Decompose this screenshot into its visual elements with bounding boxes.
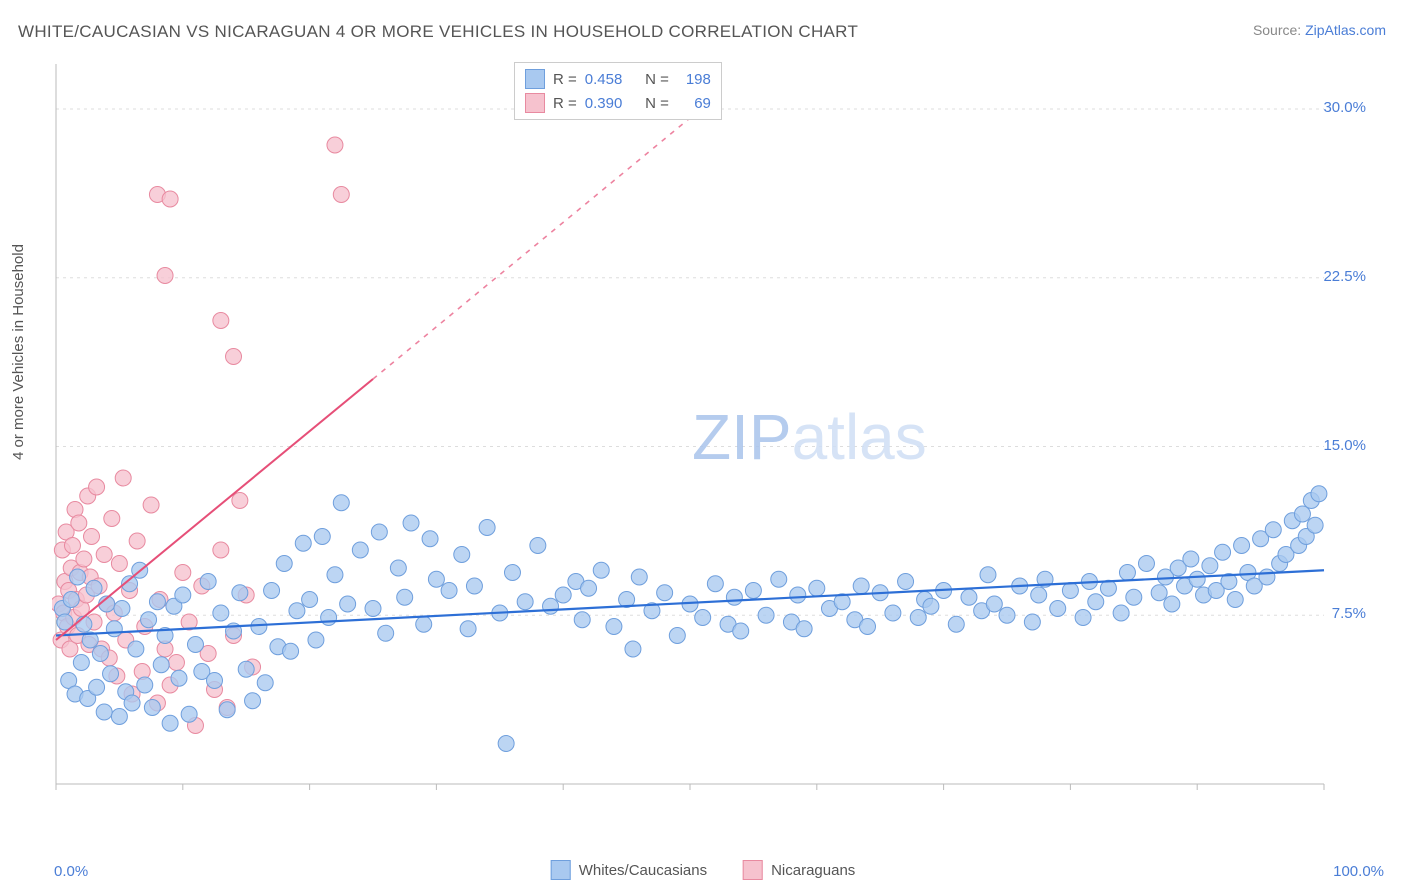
x-axis-max-label: 100.0% [1333, 863, 1384, 880]
stats-row: R = 0.390 N = 69 [525, 91, 711, 115]
source-link[interactable]: ZipAtlas.com [1305, 22, 1386, 38]
stat-n-value: 69 [677, 95, 711, 112]
y-tick-label: 22.5% [1323, 268, 1366, 285]
x-axis-min-label: 0.0% [54, 863, 88, 880]
stat-n-label: N = [637, 95, 669, 112]
y-tick-label: 30.0% [1323, 99, 1366, 116]
legend-item: Whites/Caucasians [551, 860, 707, 880]
series-swatch [525, 69, 545, 89]
stat-r-label: R = [553, 71, 577, 88]
y-tick-label: 7.5% [1332, 605, 1366, 622]
legend-swatch [551, 860, 571, 880]
stats-legend-box: R = 0.458 N = 198 R = 0.390 N = 69 [514, 62, 722, 120]
y-axis-label: 4 or more Vehicles in Household [10, 244, 27, 460]
stats-row: R = 0.458 N = 198 [525, 67, 711, 91]
chart-title: WHITE/CAUCASIAN VS NICARAGUAN 4 OR MORE … [18, 22, 858, 42]
series-legend: Whites/Caucasians Nicaraguans [551, 860, 856, 880]
series-swatch [525, 93, 545, 113]
source-prefix: Source: [1253, 22, 1305, 38]
scatter-chart-svg [52, 60, 1372, 828]
legend-item: Nicaraguans [743, 860, 855, 880]
stat-r-value: 0.390 [585, 95, 629, 112]
stat-r-label: R = [553, 95, 577, 112]
stat-n-value: 198 [677, 71, 711, 88]
legend-label: Nicaraguans [771, 862, 855, 879]
plot-area: ZIPatlas R =0.458 N =198R =0.390 N =69 7… [52, 60, 1372, 828]
stat-n-label: N = [637, 71, 669, 88]
source-attribution: Source: ZipAtlas.com [1253, 22, 1386, 38]
legend-label: Whites/Caucasians [579, 862, 707, 879]
y-tick-label: 15.0% [1323, 437, 1366, 454]
legend-swatch [743, 860, 763, 880]
stat-r-value: 0.458 [585, 71, 629, 88]
